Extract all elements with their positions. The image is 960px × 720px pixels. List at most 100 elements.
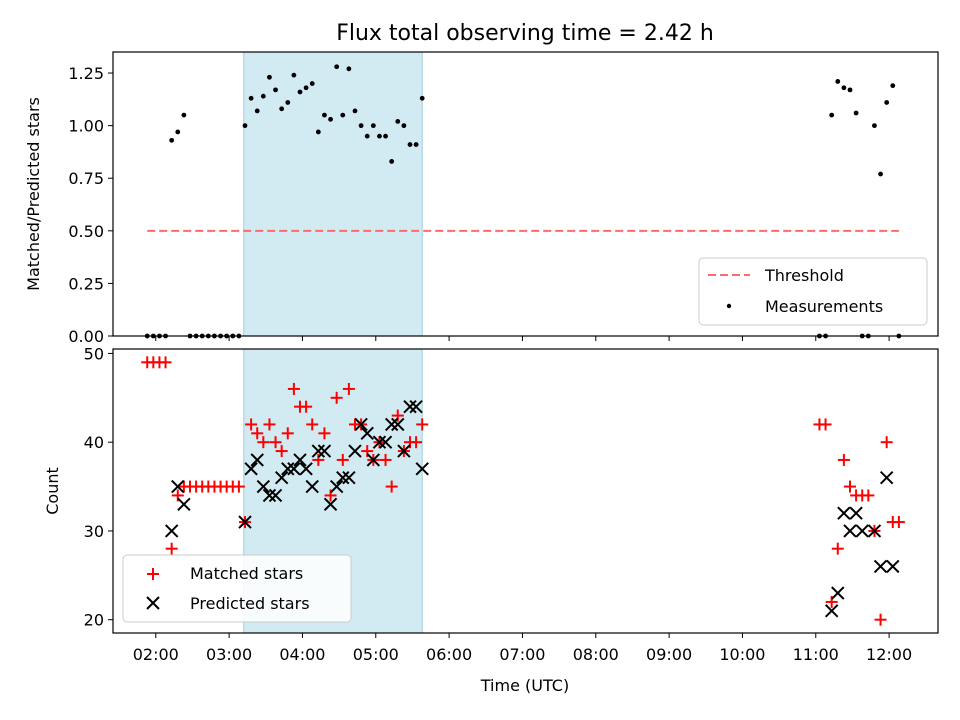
matched-star-point <box>837 453 850 466</box>
matched-star-point <box>416 418 429 431</box>
measurement-point <box>279 106 285 112</box>
predicted-star-point <box>879 470 894 485</box>
predicted-star-point <box>329 479 344 494</box>
measurement-point <box>309 81 315 86</box>
measurement-point <box>413 142 419 147</box>
predicted-star-point <box>837 506 851 520</box>
x-axis-label: Time (UTC) <box>480 676 569 695</box>
measurement-point <box>890 83 896 89</box>
legend-matched-label: Matched stars <box>190 564 303 583</box>
measurement-point <box>297 89 303 95</box>
x-tick-label: 10:00 <box>719 645 765 664</box>
matched-star-point <box>819 418 832 431</box>
measurement-point <box>389 158 395 164</box>
bottom-y-axis-label: Count <box>43 467 62 515</box>
predicted-star-point <box>164 524 179 538</box>
matched-star-point <box>410 436 423 449</box>
measurement-point <box>383 133 388 139</box>
predicted-star-point <box>274 470 289 485</box>
measurement-point <box>175 129 181 135</box>
top-y-tick-label: 0.00 <box>68 327 104 346</box>
matched-star-point <box>159 356 172 369</box>
matched-star-point <box>385 480 398 493</box>
x-tick-label: 05:00 <box>353 645 399 664</box>
measurement-point <box>328 116 333 122</box>
predicted-star-point <box>384 417 399 432</box>
predicted-star-point <box>238 515 252 529</box>
predicted-star-point <box>843 524 857 538</box>
chart-title: Flux total observing time = 2.42 h <box>336 21 714 46</box>
matched-star-point <box>269 436 282 449</box>
measurement-point <box>364 133 370 139</box>
measurement-point <box>346 66 352 72</box>
matched-star-point <box>844 480 856 493</box>
measurement-point <box>291 72 297 78</box>
matched-star-point <box>318 427 331 440</box>
bottom-y-tick-label: 30 <box>84 522 104 541</box>
predicted-star-point <box>831 586 845 600</box>
bottom-y-axis: 20 30 40 50 <box>84 344 113 630</box>
predicted-star-point <box>378 435 393 449</box>
predicted-star-point <box>299 462 313 476</box>
matched-star-point <box>306 418 319 431</box>
matched-star-point <box>281 427 294 440</box>
top-y-axis-label: Matched/Predicted stars <box>24 97 43 291</box>
predicted-star-point <box>305 479 319 494</box>
measurement-point <box>395 119 401 124</box>
measurement-point <box>273 87 278 93</box>
x-tick-label: 03:00 <box>206 645 252 664</box>
top-observing-window <box>243 51 423 337</box>
measurement-point <box>169 137 175 143</box>
top-y-axis: 0.00 0.25 0.50 0.75 1.00 1.25 <box>68 64 113 346</box>
top-legend-box <box>698 257 928 326</box>
measurement-point <box>340 112 346 118</box>
x-axis: 02:00 03:00 04:00 05:00 06:00 07:00 08:00 09:00… <box>133 633 912 664</box>
x-tick-label: 09:00 <box>646 645 692 664</box>
bottom-y-tick-label: 20 <box>84 611 104 630</box>
bottom-legend-box <box>122 554 352 623</box>
predicted-star-point <box>409 399 423 414</box>
predicted-star-point <box>317 444 332 458</box>
measurement-point <box>835 79 841 84</box>
measurement-point <box>352 108 358 114</box>
predicted-star-point <box>348 444 362 458</box>
measurement-point <box>878 171 883 177</box>
x-tick-label: 12:00 <box>866 645 912 664</box>
measurement-point <box>370 123 376 129</box>
predicted-star-point <box>886 559 900 574</box>
bottom-plot-frame <box>112 348 939 634</box>
matched-star-point <box>257 436 270 449</box>
matched-star-point <box>874 613 887 626</box>
top-panel: 0.00 0.25 0.50 0.75 1.00 1.25 Matched/Predict… <box>24 51 939 346</box>
predicted-star-point <box>867 524 882 538</box>
x-tick-label: 02:00 <box>133 645 179 664</box>
matched-star-point <box>342 382 355 395</box>
matched-star-point <box>251 427 264 440</box>
predicted-star-point <box>250 453 264 467</box>
predicted-star-point <box>354 417 368 432</box>
predicted-star-point <box>855 524 869 538</box>
measurement-point <box>315 129 321 135</box>
predicted-star-point <box>403 399 417 414</box>
measurement-point <box>334 64 340 70</box>
measurement-point <box>841 85 847 91</box>
predicted-star-point <box>372 435 387 449</box>
top-y-tick-label: 0.25 <box>68 274 104 293</box>
predicted-star-point <box>323 497 338 512</box>
predicted-star-point <box>360 426 374 441</box>
predicted-star-point <box>281 462 295 476</box>
predicted-star-point <box>171 479 185 494</box>
matched-star-point <box>287 382 300 395</box>
x-tick-label: 06:00 <box>426 645 472 664</box>
measurement-point <box>377 133 382 139</box>
top-legend: Threshold Measurements <box>698 257 928 326</box>
matched-star-point <box>232 480 245 493</box>
matched-star-point <box>263 418 276 431</box>
matched-star-point <box>880 436 893 449</box>
measurement-point <box>847 87 853 93</box>
predicted-star-point <box>262 488 277 503</box>
predicted-star-point <box>311 444 326 458</box>
matched-star-point <box>245 418 258 431</box>
measurement-point <box>303 85 309 91</box>
bottom-legend: Matched stars Predicted stars <box>122 554 352 623</box>
